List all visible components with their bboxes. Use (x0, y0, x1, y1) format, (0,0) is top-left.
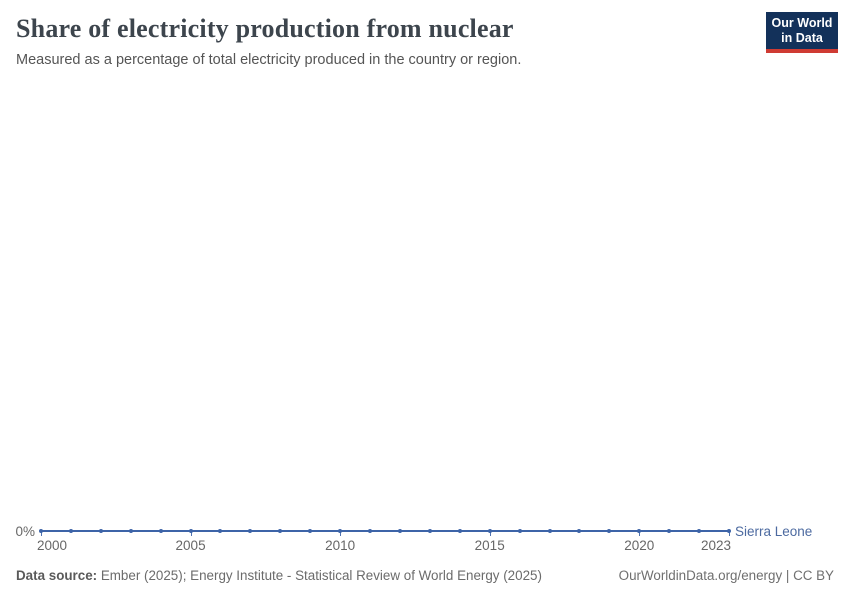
data-point[interactable] (248, 529, 253, 533)
data-source-text: Ember (2025); Energy Institute - Statist… (97, 568, 542, 583)
series-line[interactable] (41, 530, 729, 532)
x-tick-label: 2020 (624, 538, 655, 553)
data-point[interactable] (397, 529, 402, 533)
x-axis-tick (489, 532, 491, 536)
data-source-label: Data source: (16, 568, 98, 583)
data-point[interactable] (128, 529, 133, 533)
credit-link[interactable]: OurWorldinData.org/energy | CC BY (618, 568, 834, 583)
data-point[interactable] (457, 529, 462, 533)
x-axis-tick (340, 532, 342, 536)
data-point[interactable] (487, 529, 492, 533)
series-label-sierra-leone[interactable]: Sierra Leone (735, 524, 813, 539)
x-tick-label: 2015 (474, 538, 505, 553)
data-point[interactable] (338, 529, 343, 533)
data-point[interactable] (68, 529, 73, 533)
y-tick-label: 0% (15, 524, 35, 539)
x-tick-label: 2005 (175, 538, 206, 553)
chart-subtitle: Measured as a percentage of total electr… (16, 52, 522, 68)
data-point[interactable] (547, 529, 552, 533)
x-tick-label: 2010 (325, 538, 356, 553)
owid-logo[interactable]: Our World in Data (766, 12, 838, 53)
data-point[interactable] (607, 529, 612, 533)
data-point[interactable] (308, 529, 313, 533)
data-point[interactable] (667, 529, 672, 533)
data-point[interactable] (727, 529, 731, 533)
x-axis-tick (190, 532, 192, 536)
x-axis-tick (41, 532, 43, 536)
x-tick-label: 2000 (37, 538, 68, 553)
data-point[interactable] (577, 529, 582, 533)
data-point[interactable] (517, 529, 522, 533)
data-point[interactable] (278, 529, 283, 533)
data-point[interactable] (218, 529, 223, 533)
x-axis-tick (639, 532, 641, 536)
data-source-note: Data source: Ember (2025); Energy Instit… (16, 568, 542, 583)
x-axis-tick (729, 532, 731, 536)
owid-logo-line1: Our World (771, 16, 833, 30)
chart-title: Share of electricity production from nuc… (16, 14, 514, 43)
data-point[interactable] (98, 529, 103, 533)
data-point[interactable] (637, 529, 642, 533)
data-point[interactable] (39, 529, 43, 533)
data-point[interactable] (427, 529, 432, 533)
data-point[interactable] (158, 529, 163, 533)
data-point[interactable] (188, 529, 193, 533)
owid-logo-line2: in Data (781, 31, 823, 45)
x-tick-label: 2023 (700, 538, 731, 553)
data-point[interactable] (697, 529, 702, 533)
data-point[interactable] (368, 529, 373, 533)
